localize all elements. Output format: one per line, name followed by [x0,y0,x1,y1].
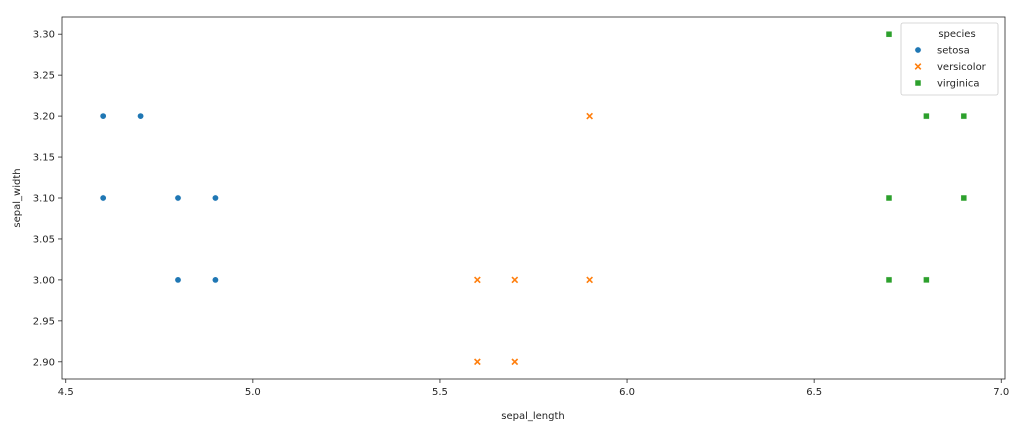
data-point-setosa [99,194,107,202]
y-tick-label: 3.10 [33,194,55,205]
x-axis-ticks: 4.5 5.0 5.5 6.0 6.5 7.0 [58,379,1009,398]
data-point-versicolor [474,276,481,284]
y-tick-label: 2.90 [33,357,55,368]
y-axis-ticks: 2.90 2.95 3.00 3.05 3.10 3.15 3.20 3.25 3.30 [33,30,62,368]
legend-label-versicolor: versicolor [937,62,987,73]
data-point-virginica [960,112,968,120]
x-tick-label: 4.5 [58,387,74,398]
x-tick-label: 5.0 [245,387,261,398]
legend-marker-setosa [914,46,922,54]
data-point-virginica [885,30,893,38]
x-tick-label: 5.5 [432,387,448,398]
x-tick-label: 6.0 [619,387,635,398]
x-axis-label: sepal_length [501,411,565,422]
data-point-versicolor [511,358,519,366]
data-point-virginica [960,194,968,202]
legend-box [900,22,999,96]
plot-area [62,17,1005,379]
data-point-setosa [211,276,219,284]
data-point-versicolor [586,112,593,120]
y-tick-label: 3.15 [33,153,55,164]
data-point-setosa [99,112,107,120]
x-tick-label: 7.0 [993,387,1009,398]
data-point-setosa [211,194,219,202]
legend-items: setosa versicolor virginica [914,46,987,90]
data-point-versicolor [511,276,519,284]
y-axis-label: sepal_width [12,168,23,227]
data-point-versicolor [474,358,481,366]
data-point-setosa [174,194,182,202]
legend-marker-virginica [914,79,922,87]
data-point-setosa [137,112,145,120]
data-point-virginica [885,194,893,202]
legend-marker-versicolor [914,63,922,70]
data-point-virginica [923,112,930,120]
x-tick-label: 6.5 [806,387,822,398]
data-point-virginica [923,276,930,284]
legend-label-setosa: setosa [937,46,970,57]
data-point-setosa [174,276,182,284]
plot-frame [61,16,1006,380]
legend: species setosa versicolor virginica [900,22,999,96]
y-tick-label: 3.30 [33,30,55,41]
y-tick-label: 2.95 [33,316,55,327]
legend-label-virginica: virginica [937,79,980,90]
y-tick-label: 3.00 [33,275,55,286]
y-tick-label: 3.05 [33,234,55,245]
legend-title: species [938,29,975,40]
y-tick-label: 3.20 [33,112,55,123]
y-tick-label: 3.25 [33,71,55,82]
data-points [99,30,968,366]
data-point-virginica [885,276,893,284]
data-point-versicolor [586,276,593,284]
